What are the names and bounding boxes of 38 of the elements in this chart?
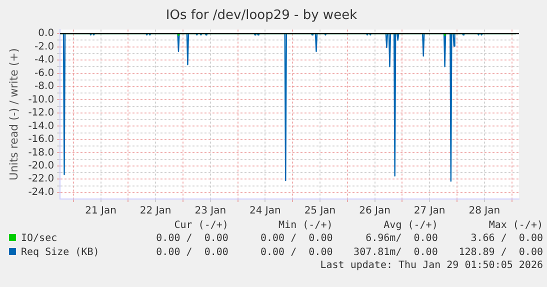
x-tick-label: 27 Jan: [414, 206, 446, 217]
y-tick-label: -8.0: [34, 81, 54, 92]
y-tick-label: -2.0: [34, 41, 54, 52]
y-tick-label: -10.0: [28, 94, 54, 106]
chart-title: IOs for /dev/loop29 - by week: [166, 8, 358, 24]
y-tick-label: -18.0: [28, 147, 54, 158]
x-tick-label: 23 Jan: [194, 206, 226, 217]
text: 0.00 / 0.00: [259, 246, 334, 260]
text: 3.66 / 0.00: [470, 232, 544, 246]
text: Min (-/+): [278, 220, 334, 232]
x-tick-label: 22 Jan: [140, 206, 172, 217]
x-tick-label: 26 Jan: [359, 206, 390, 217]
text: Max (-/+): [488, 220, 544, 232]
text: 307.81m/ 0.00: [352, 246, 439, 260]
text: 0.00 / 0.00: [155, 232, 230, 246]
y-tick-label: -20.0: [28, 160, 54, 172]
y-axis-title: Units read (-) / write (+): [7, 48, 20, 180]
x-tick-label: 28 Jan: [468, 206, 500, 217]
text: Avg (-/+): [382, 220, 439, 232]
y-tick-label: 0.0: [38, 28, 54, 40]
text: Cur (-/+): [173, 220, 230, 232]
text: 128.89 / 0.00: [458, 246, 544, 260]
legend-label: IO/sec: [21, 233, 58, 244]
y-tick-label: -14.0: [28, 120, 54, 132]
text: 0.00 / 0.00: [155, 246, 230, 260]
y-tick-label: -24.0: [28, 186, 54, 198]
text: Last update: Thu Jan 29 01:50:05 2026: [319, 260, 544, 272]
x-tick-label: 21 Jan: [85, 206, 116, 217]
x-tick-label: 25 Jan: [304, 206, 336, 217]
y-tick-label: -12.0: [28, 108, 54, 119]
text: 0.00 / 0.00: [259, 232, 334, 246]
x-tick-label: 24 Jan: [250, 206, 281, 217]
y-tick-label: -4.0: [34, 54, 54, 66]
y-tick-label: -22.0: [28, 174, 54, 185]
text: 6.96m/ 0.00: [364, 232, 439, 246]
legend-label: Req Size (KB): [21, 247, 100, 258]
y-tick-label: -6.0: [34, 68, 54, 79]
y-tick-label: -16.0: [28, 134, 54, 146]
